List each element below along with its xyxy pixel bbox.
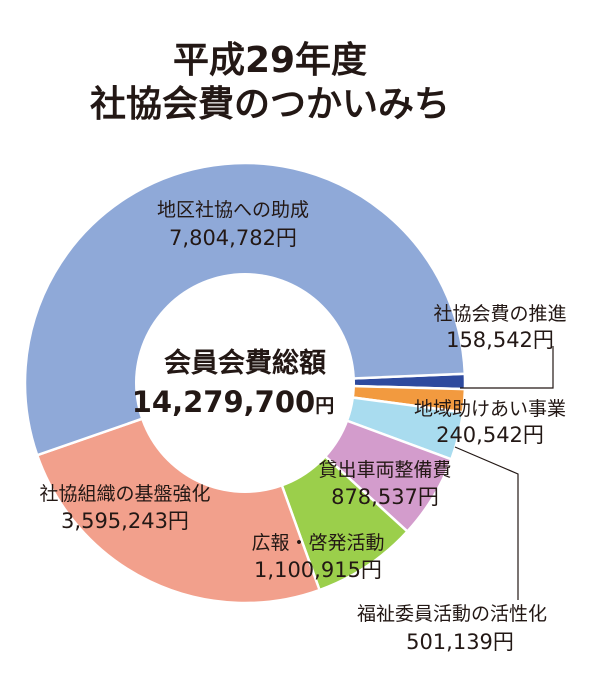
center-total-value: 14,279,700: [132, 385, 315, 419]
slice-label-district: 地区社協への助成: [157, 199, 309, 221]
leader-line-welfare: [454, 446, 519, 600]
slice-label-welfare-committee: 福祉委員活動の活性化: [357, 603, 547, 625]
slice-value-pr: 1,100,915円: [254, 558, 382, 582]
slice-value-vehicle: 878,537円: [331, 485, 439, 509]
slice-value-district: 7,804,782円: [169, 226, 297, 250]
center-hole: [135, 273, 355, 493]
center-label: 会員会費総額: [164, 347, 326, 379]
chart-title-line1: 平成29年度: [173, 40, 367, 81]
slice-value-welfare-committee: 501,139円: [406, 630, 514, 654]
slice-label-pr: 広報・啓発活動: [251, 532, 384, 554]
chart-title-line2: 社協会費のつかいみち: [90, 84, 450, 125]
slice-value-organization: 3,595,243円: [61, 509, 189, 533]
slice-label-mutual-aid: 地域助けあい事業: [414, 398, 566, 420]
center-total: 14,279,700円: [132, 385, 334, 419]
leader-line-promotion: [460, 346, 554, 389]
slice-label-vehicle: 貸出車両整備費: [318, 459, 451, 481]
center-total-unit: 円: [315, 395, 334, 417]
slice-label-promotion: 社協会費の推進: [433, 303, 566, 325]
slice-value-mutual-aid: 240,542円: [436, 423, 544, 447]
slice-value-promotion: 158,542円: [446, 328, 554, 352]
slice-label-organization: 社協組織の基盤強化: [39, 483, 210, 505]
